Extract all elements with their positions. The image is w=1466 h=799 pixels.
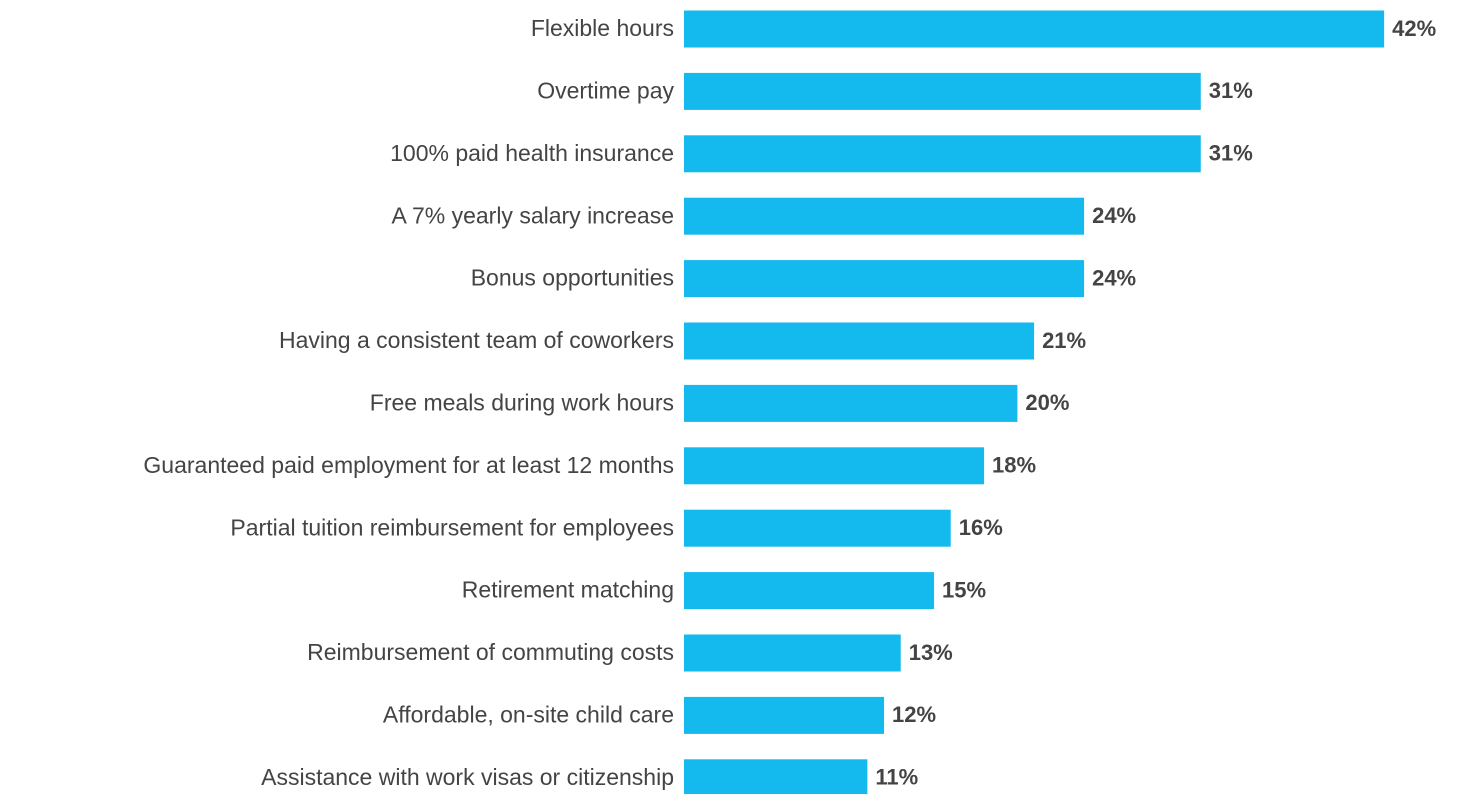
bar xyxy=(684,384,1018,422)
category-label: Reimbursement of commuting costs xyxy=(307,639,674,665)
value-label: 16% xyxy=(959,515,1003,540)
category-label: A 7% yearly salary increase xyxy=(391,202,674,228)
value-label: 12% xyxy=(892,702,936,727)
value-label: 31% xyxy=(1209,78,1253,103)
category-label: Bonus opportunities xyxy=(471,265,674,291)
bar xyxy=(684,322,1035,360)
bar xyxy=(684,509,951,547)
bar xyxy=(684,696,885,734)
value-label: 24% xyxy=(1092,203,1136,228)
bar xyxy=(684,135,1201,173)
value-label: 20% xyxy=(1025,390,1069,415)
value-label: 24% xyxy=(1092,265,1136,290)
bar xyxy=(684,572,935,610)
bar xyxy=(684,10,1385,48)
category-label: 100% paid health insurance xyxy=(390,140,674,166)
category-label: Having a consistent team of coworkers xyxy=(279,327,674,353)
bar xyxy=(684,634,901,672)
value-label: 31% xyxy=(1209,141,1253,166)
category-label: Flexible hours xyxy=(531,15,674,41)
bar xyxy=(684,759,868,797)
value-label: 15% xyxy=(942,577,986,602)
bar xyxy=(684,447,985,485)
category-label: Affordable, on-site child care xyxy=(383,701,674,727)
value-label: 21% xyxy=(1042,328,1086,353)
bar xyxy=(684,197,1085,235)
bar xyxy=(684,260,1085,298)
value-label: 13% xyxy=(909,640,953,665)
category-label: Guaranteed paid employment for at least … xyxy=(143,452,674,478)
bar xyxy=(684,72,1201,110)
category-label: Overtime pay xyxy=(537,77,674,103)
value-label: 42% xyxy=(1392,16,1436,41)
category-label: Free meals during work hours xyxy=(370,389,674,415)
category-label: Partial tuition reimbursement for employ… xyxy=(230,514,674,540)
category-label: Retirement matching xyxy=(462,577,674,603)
value-label: 18% xyxy=(992,453,1036,478)
category-label: Assistance with work visas or citizenshi… xyxy=(261,764,674,790)
value-label: 11% xyxy=(875,765,918,790)
